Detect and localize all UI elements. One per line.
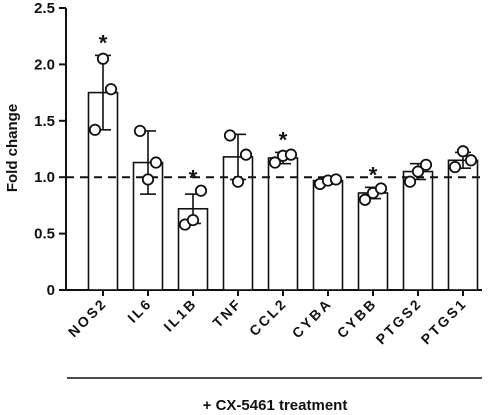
data-point [456,145,470,158]
x-tick-label: TNF [209,295,245,331]
bar-ptgs1 [447,159,479,291]
significance-mark: * [99,30,108,55]
y-tick-label: 0 [47,282,55,299]
x-tick-label: PTGS2 [373,295,426,348]
x-tick-label: CCL2 [246,295,290,339]
data-point [419,158,433,171]
data-point [149,156,163,169]
bars [87,91,479,291]
data-point [448,160,462,174]
data-point [231,175,245,188]
x-tick-label: IL1B [160,295,200,335]
data-point [96,52,110,65]
significance-mark: * [189,166,198,191]
x-tick-label: IL6 [124,295,155,326]
data-point [223,129,237,142]
data-point [104,83,118,96]
y-axis: 0 0.5 1.0 1.5 2.0 2.5 [34,0,67,299]
x-tick-label: PTGS1 [418,295,471,348]
significance-marks: * * * * [99,30,378,190]
data-points [88,52,478,231]
bar-cybb [357,192,389,291]
y-tick-label: 2.0 [34,56,55,73]
data-point [194,184,208,197]
x-tick-label: NOS2 [65,295,110,340]
data-point [141,173,155,186]
bar-cyba [312,179,344,291]
significance-mark: * [279,127,288,152]
treatment-label: + CX-5461 treatment [203,397,348,414]
data-point [186,213,200,227]
bar-ccl2 [267,157,299,291]
y-tick-label: 1.5 [34,113,55,130]
bar-il6 [132,161,164,291]
bar-ptgs2 [402,170,434,291]
data-point [403,175,417,188]
data-point [239,148,253,161]
y-tick-label: 0.5 [34,226,55,243]
x-axis [66,289,482,296]
x-tick-label: CYBA [289,295,335,341]
data-point [329,173,343,186]
data-point [268,156,282,169]
data-point [464,154,478,167]
y-axis-title: Fold change [4,104,21,192]
significance-mark: * [369,162,378,187]
y-tick-label: 1.0 [34,169,55,186]
data-point [358,193,372,206]
data-point [88,123,102,136]
data-point [411,165,425,178]
data-point [133,124,147,138]
y-tick-label: 2.5 [34,0,55,17]
data-point [284,148,298,161]
data-point [374,182,388,195]
